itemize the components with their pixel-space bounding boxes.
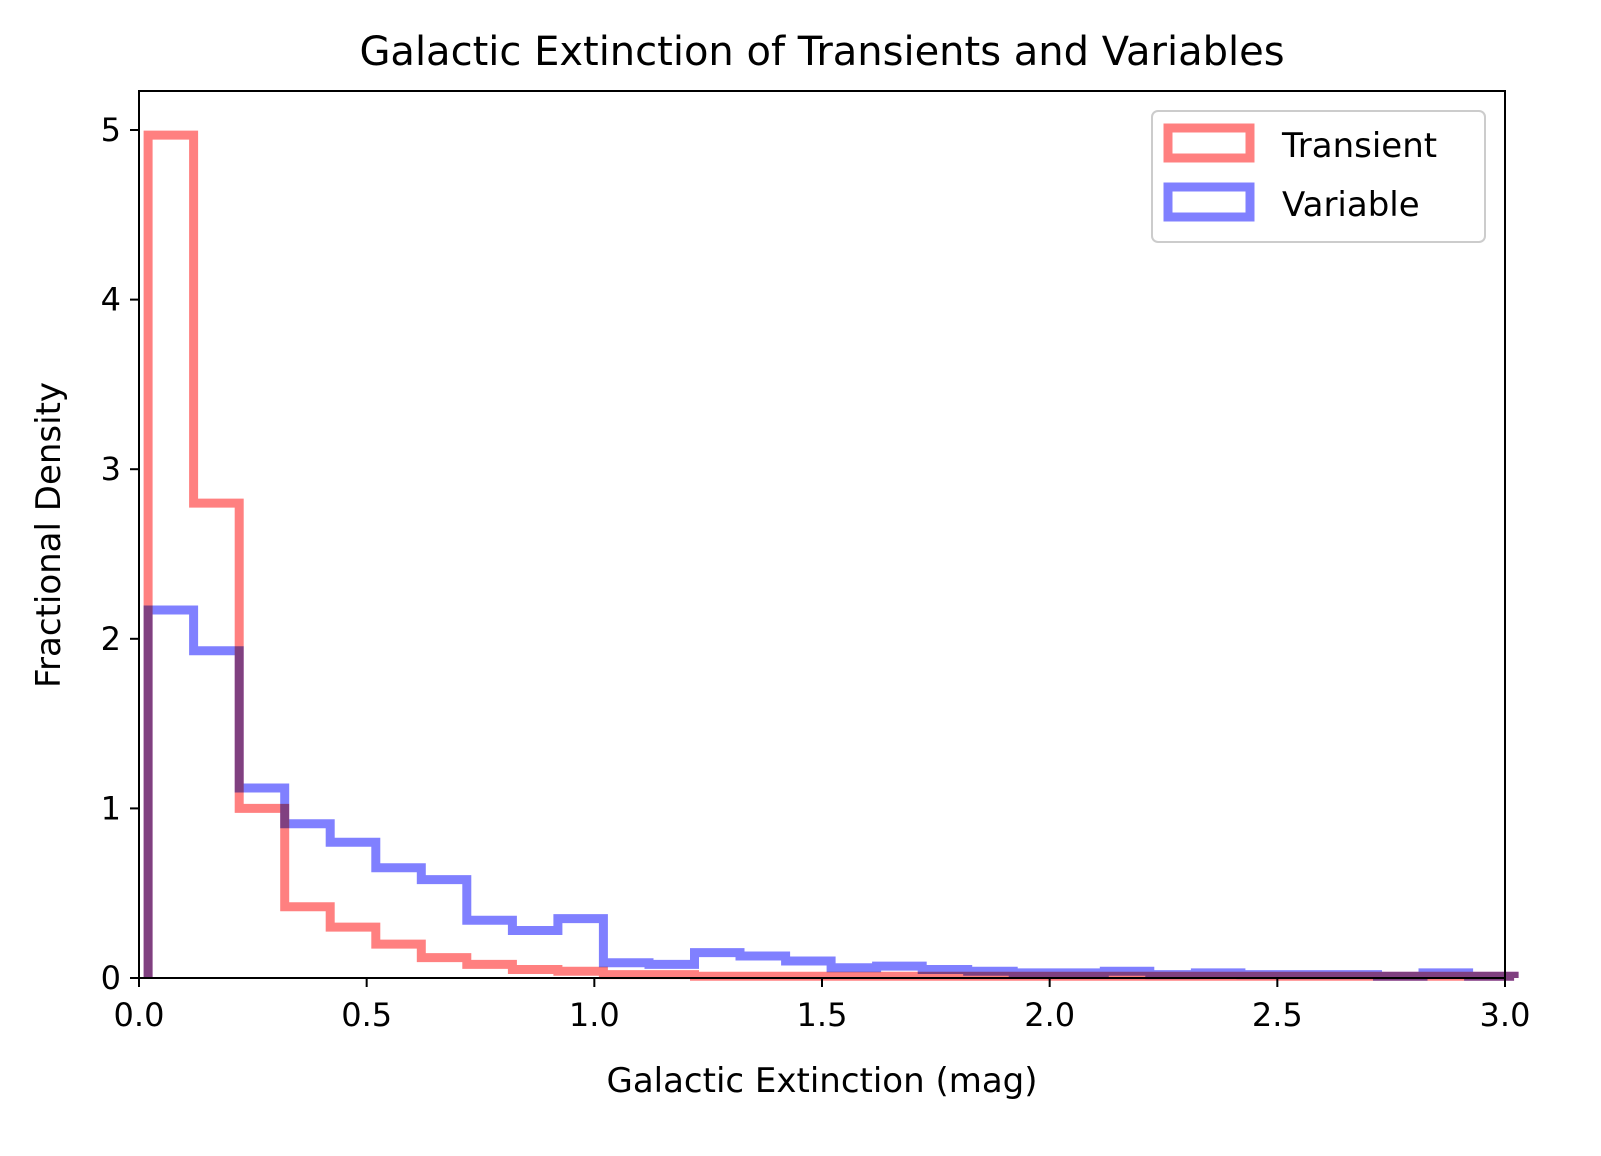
y-tick-label: 5 <box>101 111 121 149</box>
x-tick-label: 2.5 <box>1252 996 1303 1034</box>
legend-box <box>1151 110 1486 243</box>
legend: Transient Variable <box>1151 110 1486 243</box>
y-tick-label: 1 <box>101 789 121 827</box>
legend-label-transient: Transient <box>1281 126 1437 166</box>
x-tick-label: 0.0 <box>114 996 165 1034</box>
y-axis-ticks: 0 1 2 3 4 5 <box>101 111 139 997</box>
y-axis-label: Fractional Density <box>29 382 69 688</box>
x-tick-label: 0.5 <box>341 996 392 1034</box>
chart-title: Galactic Extinction of Transients and Va… <box>359 29 1284 75</box>
x-tick-label: 3.0 <box>1480 996 1531 1034</box>
y-tick-label: 3 <box>101 450 121 488</box>
x-axis-ticks: 0.0 0.5 1.0 1.5 2.0 2.5 3.0 <box>114 978 1531 1034</box>
series-variable-step <box>143 605 1519 981</box>
x-tick-label: 2.0 <box>1024 996 1075 1034</box>
x-tick-label: 1.5 <box>797 996 848 1034</box>
legend-swatch-variable <box>1163 182 1255 222</box>
legend-label-variable: Variable <box>1282 185 1420 225</box>
y-tick-label: 2 <box>101 620 121 658</box>
x-tick-label: 1.0 <box>569 996 620 1034</box>
series-layer <box>143 130 1519 981</box>
y-tick-label: 4 <box>101 281 121 319</box>
legend-swatch-transient <box>1163 123 1255 163</box>
x-axis-label: Galactic Extinction (mag) <box>606 1061 1037 1101</box>
y-tick-label: 0 <box>101 959 121 997</box>
